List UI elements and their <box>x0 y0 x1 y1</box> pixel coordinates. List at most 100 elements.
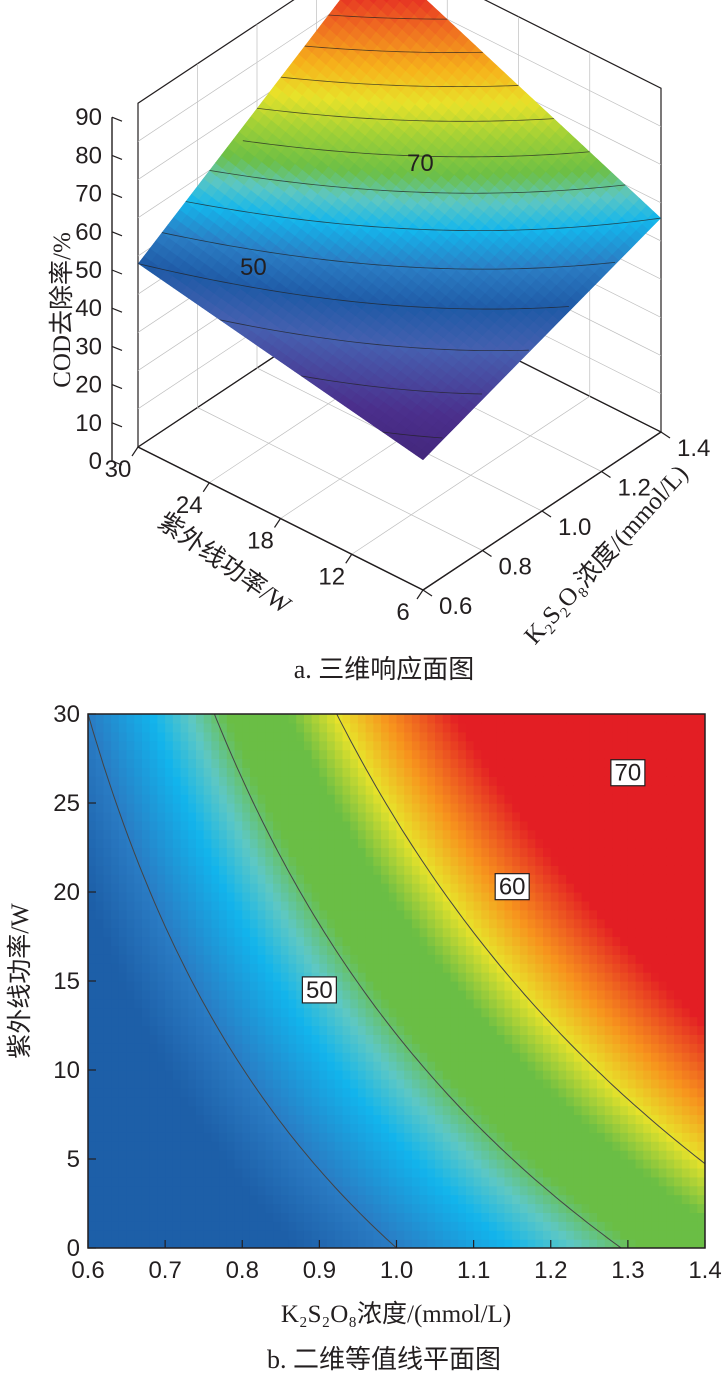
contour-cell <box>249 1167 259 1178</box>
contour-cell <box>234 874 243 884</box>
contour-cell <box>95 847 105 857</box>
contour-cell <box>180 776 189 786</box>
contour-cell <box>195 1007 205 1018</box>
contour-cell <box>365 998 374 1009</box>
contour-cell <box>357 847 367 857</box>
contour-cell <box>373 803 382 813</box>
contour-cell <box>88 1203 97 1213</box>
contour-cell <box>481 1176 490 1187</box>
contour-cell <box>419 874 428 884</box>
contour-cell <box>195 1185 205 1196</box>
contour-cell <box>157 1061 166 1071</box>
contour-cell <box>226 1025 236 1035</box>
contour-cell <box>442 811 452 822</box>
contour-cell <box>288 1141 297 1151</box>
contour-cell <box>195 1123 205 1133</box>
contour-cell <box>265 714 274 724</box>
contour-cell <box>165 909 174 920</box>
contour-cell <box>458 1212 467 1222</box>
contour-cell <box>195 936 205 946</box>
contour-cell <box>450 776 459 786</box>
contour-cell <box>435 883 444 893</box>
contour-cell <box>257 1105 266 1116</box>
contour-cell <box>234 1114 243 1124</box>
contour-cell <box>481 883 490 893</box>
contour-cell <box>141 954 151 964</box>
surface-y-tick <box>541 510 552 518</box>
contour-cell <box>203 1150 212 1160</box>
contour-cell <box>280 945 290 955</box>
contour-cell <box>111 945 120 955</box>
contour-cell <box>381 1070 390 1080</box>
contour-cell <box>388 1105 398 1116</box>
contour-cell <box>411 1025 421 1035</box>
contour-cell <box>219 1052 228 1062</box>
contour-cell <box>357 1167 367 1178</box>
contour-cell <box>357 981 367 991</box>
surface-contour-line <box>209 170 626 194</box>
contour-cell <box>203 1070 212 1080</box>
contour-cell <box>111 909 120 920</box>
contour-cell <box>350 963 359 973</box>
contour-cell <box>381 1132 390 1142</box>
contour-cell <box>234 900 243 911</box>
contour-cell <box>257 785 266 795</box>
contour-cell <box>450 909 459 920</box>
contour-cell <box>157 1239 166 1248</box>
contour-cell <box>504 1052 513 1062</box>
contour-cell <box>489 714 498 724</box>
contour-cell <box>350 989 359 1000</box>
contour-cell <box>481 749 490 760</box>
contour-cell <box>118 1087 128 1098</box>
contour-cell <box>350 749 359 760</box>
contour-cell <box>504 1221 513 1231</box>
contour-cell <box>188 803 197 813</box>
contour-cell <box>473 918 482 929</box>
contour-cell <box>496 856 506 866</box>
contour-cell <box>357 1016 367 1027</box>
contour-cell <box>442 1123 452 1133</box>
surface-z-tick-label: 0 <box>89 448 102 475</box>
surface-y-tick-label: 1.2 <box>618 475 651 502</box>
contour-cell <box>311 767 320 777</box>
contour-cell <box>442 1078 452 1089</box>
contour-cell <box>265 989 274 1000</box>
contour-cell <box>111 714 120 724</box>
contour-cell <box>273 820 282 831</box>
contour-cell <box>242 1185 251 1196</box>
contour-cell <box>496 1114 506 1124</box>
contour-cell <box>88 731 97 742</box>
contour-cell <box>481 847 490 857</box>
contour-cell <box>126 1043 135 1053</box>
surface-cell <box>412 0 427 8</box>
contour-cell <box>165 1212 174 1222</box>
contour-cell <box>411 1096 421 1107</box>
contour-cell <box>95 972 105 982</box>
contour-cell <box>126 1239 135 1248</box>
contour-cell <box>226 1052 236 1062</box>
contour-cell <box>381 927 390 938</box>
contour-cell <box>442 945 452 955</box>
contour-cell <box>149 954 159 964</box>
contour-cell <box>118 936 128 946</box>
contour-cell <box>489 740 498 751</box>
contour-cell <box>373 1114 382 1124</box>
contour-cell <box>141 927 151 938</box>
contour-cell <box>334 1132 344 1142</box>
contour-cell <box>350 918 359 929</box>
contour-cell <box>103 892 112 902</box>
contour-cell <box>288 794 297 804</box>
contour-cell <box>265 740 274 751</box>
contour-cell <box>195 963 205 973</box>
contour-cell <box>357 1096 367 1107</box>
contour-cell <box>226 1212 236 1222</box>
contour-cell <box>203 900 212 911</box>
contour-cell <box>273 1034 282 1044</box>
contour-cell <box>342 847 351 857</box>
contour-cell <box>149 1203 159 1213</box>
contour-cell <box>481 1087 490 1098</box>
contour-cell <box>473 900 482 911</box>
contour-cell <box>165 1025 174 1035</box>
contour-cell <box>404 1087 413 1098</box>
contour-cell <box>242 820 251 831</box>
